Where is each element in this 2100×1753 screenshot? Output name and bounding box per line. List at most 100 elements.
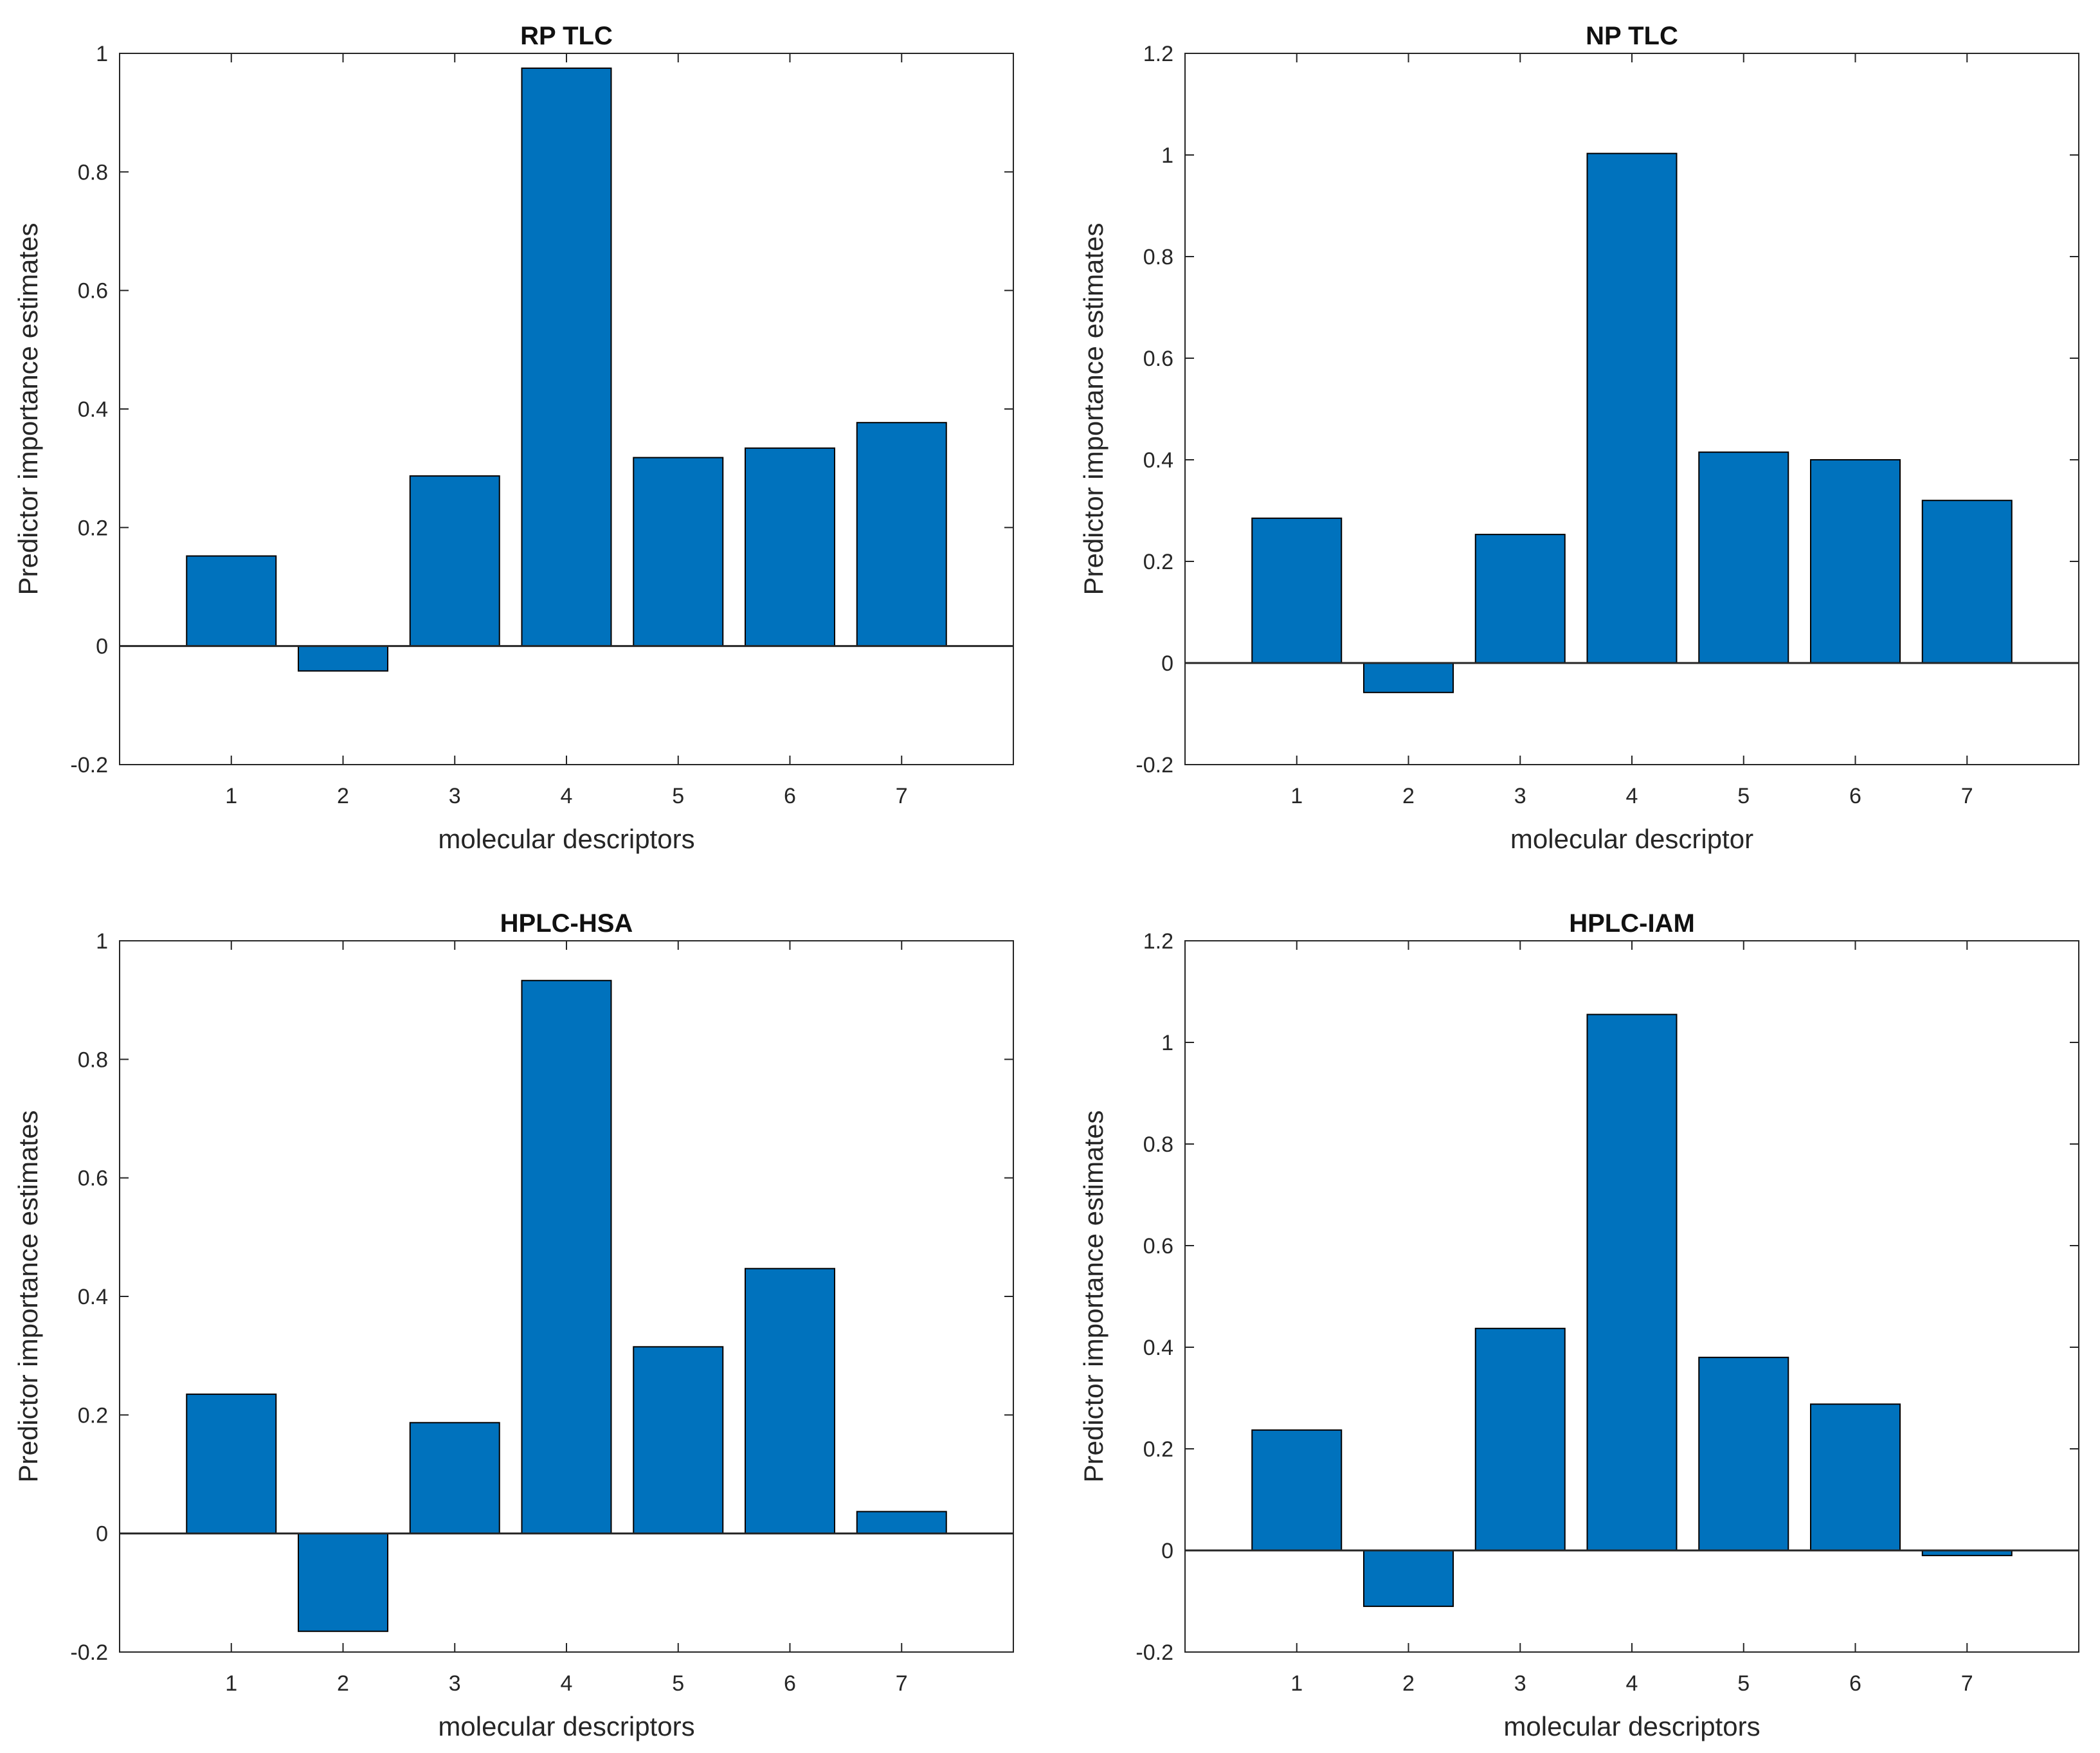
y-tick-label: 0.8 xyxy=(78,160,108,185)
y-axis-label: Predictor importance estimates xyxy=(13,223,43,595)
bar-2 xyxy=(1363,1550,1454,1607)
y-tick-label: 0.2 xyxy=(78,516,108,540)
x-axis-label: molecular descriptor xyxy=(1510,824,1753,854)
x-tick-label: 1 xyxy=(225,784,237,808)
bar-5 xyxy=(1698,1356,1789,1552)
bar-1 xyxy=(186,1394,277,1534)
x-tick-label: 5 xyxy=(1737,784,1750,808)
x-tick-label: 1 xyxy=(1290,1671,1303,1696)
bar-3 xyxy=(1474,534,1566,664)
y-tick-label: 0.2 xyxy=(1143,1437,1173,1462)
x-tick-label: 6 xyxy=(784,1671,796,1696)
bar-2 xyxy=(298,645,388,672)
x-tick-label: 3 xyxy=(1514,1671,1526,1696)
chart-title: NP TLC xyxy=(1586,22,1678,50)
x-tick-label: 7 xyxy=(896,784,908,808)
y-tick-label: 0 xyxy=(96,635,108,659)
chart-4: -0.2 0 0.2 0.4 0.6 0.8 1 1.2 1 2 3 4 5 6 7 HPLC-IAM mole… xyxy=(1078,909,2079,1741)
y-tick-label: 0 xyxy=(1161,651,1173,676)
chart-1: -0.2 0 0.2 0.4 0.6 0.8 1 1 2 3 4 5 6 7 RP TLC molecular… xyxy=(13,22,1014,854)
y-tick-label: 1 xyxy=(1161,143,1173,168)
bar-1 xyxy=(186,555,277,647)
bar-5 xyxy=(633,1346,724,1534)
chart-title: RP TLC xyxy=(520,22,613,50)
bar-6 xyxy=(1810,459,1901,664)
bar-4 xyxy=(1586,1013,1678,1552)
chart-2: -0.2 0 0.2 0.4 0.6 0.8 1 1.2 1 2 3 4 5 6 7 NP TLC molecu… xyxy=(1078,22,2079,854)
x-tick-label: 2 xyxy=(337,784,349,808)
bar-4 xyxy=(1586,152,1678,664)
bar-3 xyxy=(1474,1327,1566,1552)
x-tick-label: 7 xyxy=(1961,784,1973,808)
y-tick-label: 0.8 xyxy=(78,1048,108,1072)
x-tick-label: 5 xyxy=(1737,1671,1750,1696)
y-tick-label: 1.2 xyxy=(1143,929,1173,954)
x-tick-label: 4 xyxy=(561,784,573,808)
y-tick-label: 0.8 xyxy=(1143,245,1173,269)
y-tick-label: -0.2 xyxy=(1136,1640,1173,1665)
y-tick-label: 0.4 xyxy=(1143,448,1173,473)
x-tick-label: 6 xyxy=(1849,784,1861,808)
y-tick-label: 0.2 xyxy=(78,1403,108,1428)
bar-7 xyxy=(856,1511,947,1534)
y-tick-label: 0.2 xyxy=(1143,550,1173,574)
x-tick-label: 1 xyxy=(225,1671,237,1696)
y-tick-label: 0.4 xyxy=(78,1285,108,1309)
x-tick-label: 7 xyxy=(896,1671,908,1696)
bar-3 xyxy=(409,475,500,647)
y-tick-label: 0.6 xyxy=(1143,347,1173,371)
chart-title: HPLC-HSA xyxy=(500,909,633,938)
bar-7 xyxy=(1921,500,2013,664)
x-tick-label: 5 xyxy=(672,784,684,808)
y-tick-label: 0.6 xyxy=(78,279,108,304)
y-tick-label: -0.2 xyxy=(1136,753,1173,777)
y-tick-label: -0.2 xyxy=(70,753,108,777)
y-axis-label: Predictor importance estimates xyxy=(1078,1111,1109,1483)
y-tick-label: 0.6 xyxy=(78,1167,108,1191)
y-tick-label: 0 xyxy=(1161,1539,1173,1563)
y-tick-label: 0.4 xyxy=(78,397,108,422)
bar-4 xyxy=(521,979,612,1534)
chart-3: -0.2 0 0.2 0.4 0.6 0.8 1 1 2 3 4 5 6 7 HPLC-HSA molecul… xyxy=(13,909,1014,1741)
x-tick-label: 6 xyxy=(1849,1671,1861,1696)
bar-2 xyxy=(1363,662,1454,693)
y-tick-label: 1 xyxy=(96,42,108,66)
y-tick-label: -0.2 xyxy=(70,1640,108,1665)
x-tick-label: 4 xyxy=(1626,1671,1638,1696)
y-tick-label: 0.4 xyxy=(1143,1336,1173,1360)
bar-6 xyxy=(745,447,835,647)
chart-title: HPLC-IAM xyxy=(1569,909,1695,938)
bar-6 xyxy=(1810,1403,1901,1551)
x-tick-label: 2 xyxy=(1402,784,1415,808)
y-tick-label: 0 xyxy=(96,1522,108,1547)
bar-7 xyxy=(856,422,947,647)
x-tick-label: 3 xyxy=(1514,784,1526,808)
bar-6 xyxy=(745,1267,835,1534)
bar-5 xyxy=(1698,451,1789,664)
bar-1 xyxy=(1251,1429,1343,1552)
bar-1 xyxy=(1251,517,1343,664)
x-tick-label: 2 xyxy=(337,1671,349,1696)
x-axis-label: molecular descriptors xyxy=(438,824,694,854)
x-axis-label: molecular descriptors xyxy=(1503,1711,1760,1741)
x-tick-label: 2 xyxy=(1402,1671,1415,1696)
bar-5 xyxy=(633,457,724,647)
y-tick-label: 1.2 xyxy=(1143,42,1173,66)
x-tick-label: 5 xyxy=(672,1671,684,1696)
x-tick-label: 4 xyxy=(1626,784,1638,808)
y-tick-label: 0.6 xyxy=(1143,1234,1173,1258)
x-tick-label: 4 xyxy=(561,1671,573,1696)
bar-4 xyxy=(521,68,612,647)
x-tick-label: 1 xyxy=(1290,784,1303,808)
y-tick-label: 1 xyxy=(1161,1031,1173,1055)
x-tick-label: 3 xyxy=(449,1671,461,1696)
x-axis-label: molecular descriptors xyxy=(438,1711,694,1741)
bar-2 xyxy=(298,1532,388,1632)
y-axis-label: Predictor importance estimates xyxy=(13,1111,43,1483)
y-tick-label: 1 xyxy=(96,929,108,954)
x-tick-label: 7 xyxy=(1961,1671,1973,1696)
y-axis-label: Predictor importance estimates xyxy=(1078,223,1109,595)
x-tick-label: 6 xyxy=(784,784,796,808)
y-tick-label: 0.8 xyxy=(1143,1132,1173,1157)
